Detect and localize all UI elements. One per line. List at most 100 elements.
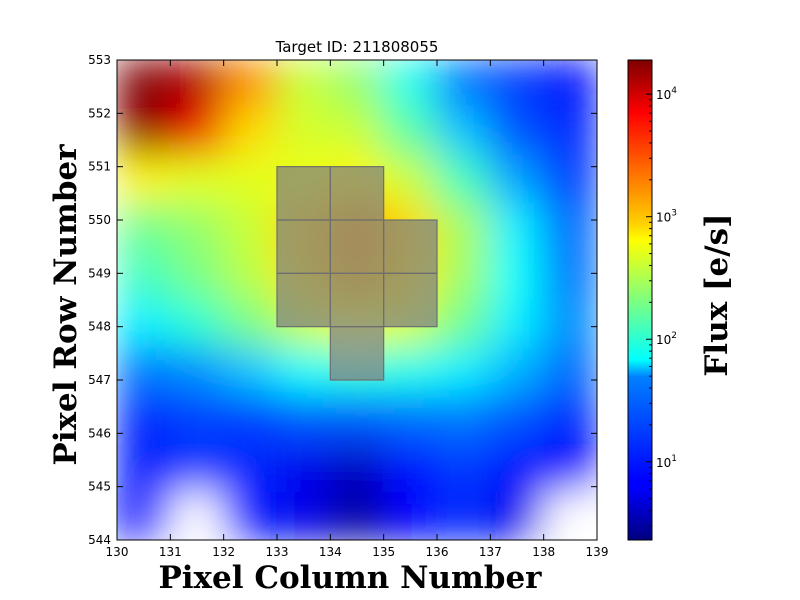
heatmap-cell <box>542 491 597 540</box>
heatmap-cell <box>222 299 278 349</box>
x-tick-label: 133 <box>266 545 289 559</box>
aperture-pixel <box>329 166 385 221</box>
x-axis-label: Pixel Column Number <box>158 560 542 596</box>
heatmap-cell <box>117 491 172 540</box>
heatmap-cell <box>489 155 545 205</box>
y-tick-label: 547 <box>88 373 111 387</box>
heatmap-cell <box>542 251 597 301</box>
heatmap-cell <box>436 347 492 397</box>
heatmap-cell <box>382 491 438 540</box>
plot-frame <box>116 59 598 541</box>
heatmap-cell <box>169 203 225 253</box>
x-tick-label: 138 <box>532 545 555 559</box>
colorbar-label: Flux [e/s] <box>699 213 735 376</box>
y-tick-label: 551 <box>88 160 111 174</box>
heatmap-cell <box>436 203 492 253</box>
y-tick-label: 546 <box>88 426 111 440</box>
heatmap-cell <box>276 347 332 397</box>
heatmap-cell <box>222 443 278 493</box>
heatmap-cell <box>436 443 492 493</box>
heatmap-cell <box>169 491 225 540</box>
heatmap-cell <box>169 299 225 349</box>
heatmap-cell <box>169 251 225 301</box>
heatmap-cell <box>117 107 172 157</box>
heatmap-cell <box>222 155 278 205</box>
heatmap-cell <box>489 347 545 397</box>
heatmap-cell <box>542 299 597 349</box>
y-tick-label: 550 <box>88 213 111 227</box>
heatmap-cell <box>117 251 172 301</box>
heatmap-cell <box>276 395 332 445</box>
y-tick-label: 549 <box>88 266 111 280</box>
y-tick-label: 544 <box>88 533 111 547</box>
aperture-pixel <box>276 272 331 328</box>
aperture-overlay <box>276 166 438 381</box>
heatmap-cell <box>222 203 278 253</box>
heatmap-cell <box>117 203 172 253</box>
heatmap-cell <box>169 443 225 493</box>
heatmap-cell <box>436 60 492 109</box>
heatmap-cell <box>117 443 172 493</box>
heatmap-cell <box>382 347 438 397</box>
x-tick-label: 134 <box>319 545 342 559</box>
heatmap-cell <box>436 155 492 205</box>
colorbar-tick-label: 103 <box>656 209 677 225</box>
colorbar-tick-label: 102 <box>656 331 677 347</box>
heatmap-cell <box>276 60 332 109</box>
heatmap-cell <box>436 491 492 540</box>
heatmap-cell <box>489 60 545 109</box>
x-tick-label: 135 <box>372 545 395 559</box>
heatmap-cell <box>436 299 492 349</box>
heatmap-cell <box>542 443 597 493</box>
x-tick-label: 130 <box>106 545 129 559</box>
colorbar-tick-label: 101 <box>656 454 677 470</box>
heatmap-cell <box>222 347 278 397</box>
heatmap-cell <box>222 251 278 301</box>
aperture-pixel <box>329 219 385 274</box>
plot-area: 130 131 132 133 134 135 136 137 138 139 544 545 546… <box>88 53 608 559</box>
heatmap-cell <box>542 347 597 397</box>
heatmap-cell <box>489 251 545 301</box>
chart-title: Target ID: 211808055 <box>275 38 439 56</box>
y-axis: 544 545 546 547 548 549 550 551 552 553 <box>88 53 597 547</box>
heatmap-cell <box>117 299 172 349</box>
heatmap-cell <box>436 395 492 445</box>
heatmap-cell <box>542 155 597 205</box>
y-tick-label: 548 <box>88 320 111 334</box>
y-tick-label: 545 <box>88 480 111 494</box>
heatmap-cell <box>329 395 385 445</box>
heatmap-cell <box>222 107 278 157</box>
heatmap-cell <box>542 107 597 157</box>
heatmap-cell <box>489 443 545 493</box>
heatmap-cell <box>542 203 597 253</box>
heatmap-cell <box>436 107 492 157</box>
heatmap-cell <box>169 155 225 205</box>
heatmap-cell <box>276 491 332 540</box>
x-tick-label: 139 <box>586 545 609 559</box>
x-tick-label: 136 <box>426 545 449 559</box>
y-tick-label: 553 <box>88 53 111 67</box>
heatmap-cell <box>117 60 172 109</box>
heatmap-cell <box>489 491 545 540</box>
y-tick-label: 552 <box>88 106 111 120</box>
heatmap-cell <box>117 155 172 205</box>
heatmap-cell <box>382 443 438 493</box>
heatmap-cell <box>329 60 385 109</box>
heatmap-cell <box>169 347 225 397</box>
heatmap-cell <box>222 395 278 445</box>
aperture-pixel <box>383 272 438 328</box>
heatmap-cell <box>276 107 332 157</box>
heatmap-cell <box>329 443 385 493</box>
colorbar: 101 102 103 104 Flux [e/s] <box>627 59 735 541</box>
heatmap-cell <box>489 107 545 157</box>
aperture-pixel <box>276 166 331 221</box>
heatmap-cell <box>382 395 438 445</box>
x-tick-label: 132 <box>212 545 235 559</box>
heatmap-cell <box>382 155 438 205</box>
heatmap-cell <box>436 251 492 301</box>
x-tick-label: 137 <box>479 545 502 559</box>
x-tick-label: 131 <box>159 545 182 559</box>
aperture-pixel <box>383 219 438 274</box>
heatmap-cell <box>169 60 225 109</box>
